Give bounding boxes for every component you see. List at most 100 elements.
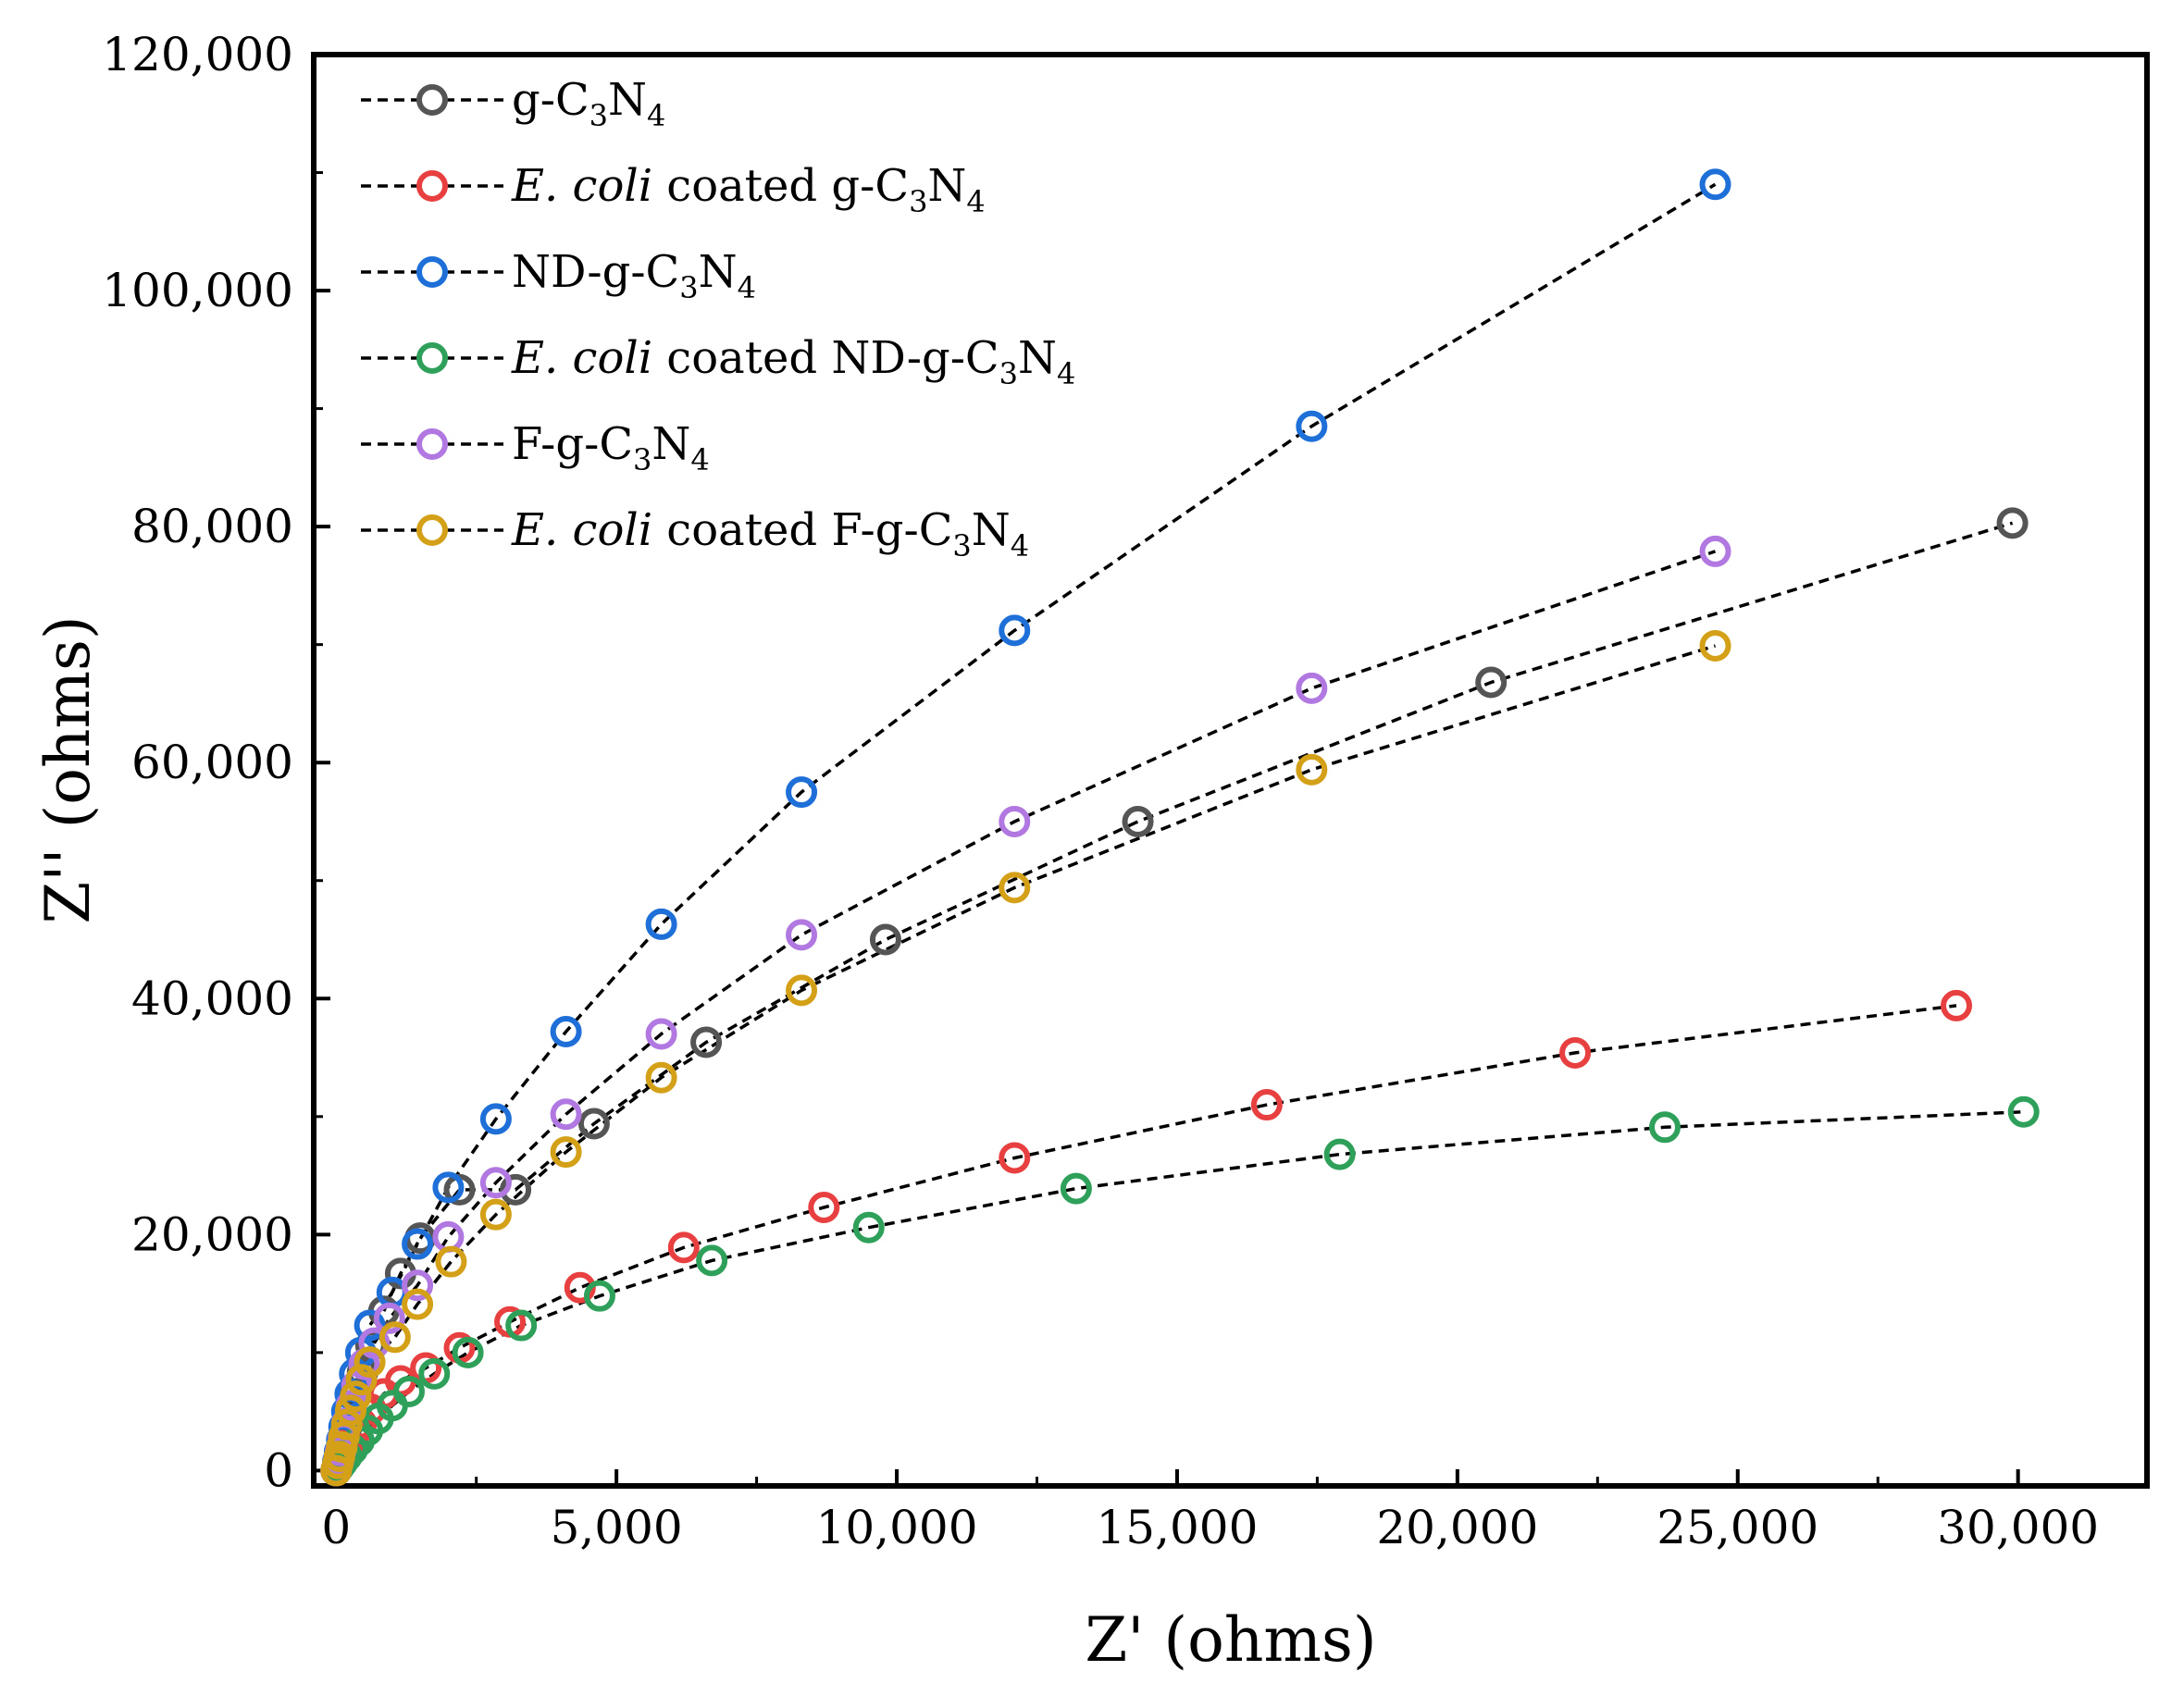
data-point xyxy=(1296,410,1328,442)
legend-label-part: 4 xyxy=(966,184,985,219)
x-axis-title: Z' (ohms) xyxy=(1085,1604,1376,1676)
legend-label-part: 4 xyxy=(1057,356,1075,391)
legend-label-part: 4 xyxy=(690,442,709,477)
x-tick-label: 5,000 xyxy=(551,1501,683,1554)
data-point xyxy=(577,1108,610,1140)
legend-label-part: N xyxy=(972,504,1011,556)
data-point xyxy=(1122,805,1154,837)
data-point xyxy=(550,1015,582,1047)
data-point xyxy=(402,1288,434,1320)
legend-label: E. coli coated ND-g-C3​N4​ xyxy=(511,332,1075,391)
legend-entry: E. coli coated F-g-C3​N4​ xyxy=(361,504,1029,563)
data-point xyxy=(1996,507,2029,539)
y-tick-label: 60,000 xyxy=(131,736,293,789)
legend-label-part: 4 xyxy=(1011,528,1029,563)
legend: g-C3​N4​ E. coli coated g-C3​N4​ ND-g-C3​N… xyxy=(361,74,1075,563)
data-point xyxy=(808,1192,840,1224)
data-point xyxy=(1475,666,1508,699)
data-point xyxy=(690,1026,723,1058)
data-point xyxy=(852,1211,885,1244)
data-point xyxy=(999,805,1031,837)
data-point xyxy=(1060,1172,1092,1205)
data-point xyxy=(354,1309,386,1342)
legend-entry: E. coli coated ND-g-C3​N4​ xyxy=(361,332,1075,391)
data-point xyxy=(479,1103,512,1135)
legend-label-part: coated ND-g-C xyxy=(652,332,999,384)
legend-label: ND-g-C3​N4​ xyxy=(512,246,756,305)
data-point xyxy=(645,908,677,940)
data-point xyxy=(1699,168,1731,201)
data-point xyxy=(550,1136,582,1169)
legend-entry: g-C3​N4​ xyxy=(361,74,665,133)
y-tick-label: 120,000 xyxy=(102,28,293,81)
x-tick-label: 30,000 xyxy=(1937,1501,2099,1554)
data-point xyxy=(667,1231,700,1264)
data-point xyxy=(452,1336,484,1368)
data-point xyxy=(402,1269,434,1302)
legend-label-part: E. coli xyxy=(511,504,652,556)
data-point xyxy=(1323,1138,1356,1170)
legend-label-part: F-g-C xyxy=(512,418,633,470)
legend-marker xyxy=(416,170,448,202)
data-point xyxy=(505,1309,538,1342)
data-point xyxy=(1250,1089,1283,1121)
series-layer xyxy=(320,168,2040,1487)
data-point xyxy=(1941,989,1973,1021)
axis-ticks: 0 5,000 10,000 15,000 20,000 25,000 30,000 0 20,… xyxy=(102,28,2099,1554)
y-tick-label: 0 xyxy=(264,1443,293,1497)
data-point xyxy=(479,1198,512,1231)
y-axis-title: Z'' (ohms) xyxy=(32,615,104,923)
legend-label-part: 3 xyxy=(952,528,971,563)
data-point xyxy=(1699,535,1731,567)
plot-frame xyxy=(311,52,2150,1489)
data-point xyxy=(1649,1111,1681,1144)
data-point xyxy=(999,872,1031,904)
legend-marker xyxy=(416,342,448,374)
legend-label-part: E. coli xyxy=(511,332,652,384)
legend-marker xyxy=(416,256,448,288)
legend-label: F-g-C3​N4​ xyxy=(512,418,710,477)
legend-label-part: coated g-C xyxy=(652,160,909,212)
data-point xyxy=(435,1245,467,1278)
data-point xyxy=(479,1167,512,1199)
data-point xyxy=(334,1394,366,1427)
data-point xyxy=(373,1302,405,1334)
data-point xyxy=(645,1061,677,1094)
data-point xyxy=(402,1228,434,1260)
data-point xyxy=(550,1098,582,1131)
data-point xyxy=(1296,753,1328,786)
data-point xyxy=(392,1375,425,1407)
data-point xyxy=(345,1364,378,1396)
x-tick-label: 0 xyxy=(321,1501,351,1554)
data-point xyxy=(869,923,901,956)
legend-label-part: g-C xyxy=(512,74,589,126)
legend-label-part: N xyxy=(1018,332,1057,384)
data-point xyxy=(2007,1095,2040,1128)
legend-label: E. coli coated g-C3​N4​ xyxy=(511,160,986,219)
legend-label-part: 3 xyxy=(999,356,1018,391)
legend-label-part: 3 xyxy=(633,442,651,477)
legend-entry: F-g-C3​N4​ xyxy=(361,418,710,477)
legend-marker xyxy=(416,514,448,546)
legend-label: g-C3​N4​ xyxy=(512,74,665,133)
data-point xyxy=(500,1173,532,1206)
data-point xyxy=(1296,672,1328,704)
data-point xyxy=(378,1321,411,1354)
data-point xyxy=(999,614,1031,647)
data-point xyxy=(999,1142,1031,1174)
legend-label-part: 3 xyxy=(589,98,608,133)
legend-label-part: 3 xyxy=(679,270,698,305)
series-markers xyxy=(320,629,1731,1487)
legend-label-part: N xyxy=(651,418,690,470)
legend-label-part: coated F-g-C xyxy=(652,504,952,556)
data-point xyxy=(786,776,818,809)
y-tick-label: 20,000 xyxy=(131,1207,293,1261)
legend-entry: E. coli coated g-C3​N4​ xyxy=(361,160,986,219)
data-point xyxy=(786,919,818,951)
x-tick-label: 25,000 xyxy=(1657,1501,1818,1554)
data-point xyxy=(696,1244,728,1277)
data-point xyxy=(1559,1036,1592,1069)
legend-label-part: N xyxy=(699,246,738,298)
